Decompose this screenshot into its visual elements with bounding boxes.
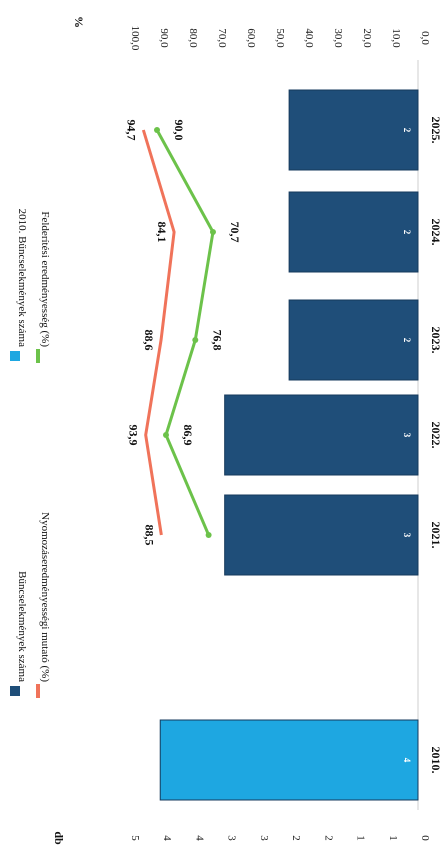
bar-value-label: 3 bbox=[402, 533, 412, 538]
bar bbox=[224, 394, 419, 476]
data-label: 94,7 bbox=[124, 120, 138, 141]
data-label: 93,9 bbox=[127, 425, 141, 446]
right-axis-unit: % bbox=[72, 16, 86, 28]
series-point bbox=[192, 337, 199, 343]
legend-label: Nyomozáseredményességi mutató (%) bbox=[39, 512, 51, 682]
series-line bbox=[155, 129, 215, 536]
left-axis-tick-label: 2 bbox=[322, 835, 334, 841]
bar-value-label: 3 bbox=[402, 433, 412, 438]
legend-swatch bbox=[10, 686, 20, 696]
right-axis-tick-label: 20,0 bbox=[361, 28, 373, 48]
category-label: 2025. bbox=[429, 117, 443, 144]
left-axis-unit: db bbox=[52, 831, 66, 845]
right-axis-tick-label: 30,0 bbox=[332, 28, 344, 48]
data-label: 76,8 bbox=[210, 330, 224, 351]
left-axis-tick-label: 2 bbox=[290, 835, 302, 841]
legend-label: Felderítési eredményesség (%) bbox=[39, 211, 51, 347]
bar bbox=[288, 299, 419, 381]
data-label: 88,6 bbox=[142, 330, 156, 351]
data-label: 84,1 bbox=[155, 222, 169, 243]
left-axis-tick-label: 0 bbox=[419, 835, 431, 841]
data-label: 70,7 bbox=[228, 222, 242, 243]
series-point bbox=[209, 229, 216, 235]
right-axis-tick-label: 90,0 bbox=[158, 28, 170, 48]
right-axis-tick-label: 40,0 bbox=[303, 28, 315, 48]
series-point bbox=[162, 432, 169, 438]
right-axis-tick-label: 0,0 bbox=[419, 31, 431, 45]
category-label: 2023. bbox=[429, 327, 443, 354]
bar-value-label: 2 bbox=[402, 338, 412, 343]
right-axis-tick-label: 50,0 bbox=[274, 28, 286, 48]
data-label: 88,5 bbox=[142, 525, 156, 546]
right-axis-tick-label: 70,0 bbox=[216, 28, 228, 48]
bar bbox=[288, 89, 419, 171]
bar-value-label: 2 bbox=[402, 230, 412, 235]
legend-swatch bbox=[10, 351, 20, 361]
left-axis-tick-label: 4 bbox=[161, 835, 173, 841]
left-axis-tick-label: 5 bbox=[129, 835, 141, 841]
right-axis-tick-label: 80,0 bbox=[187, 28, 199, 48]
category-label: 2010. bbox=[429, 747, 443, 774]
left-axis-tick-label: 3 bbox=[258, 835, 270, 841]
right-axis-tick-label: 100,0 bbox=[129, 26, 141, 51]
category-label: 2022. bbox=[429, 422, 443, 449]
bar-value-label: 4 bbox=[402, 758, 412, 763]
category-label: 2024. bbox=[429, 219, 443, 246]
left-axis-tick-label: 4 bbox=[193, 835, 205, 841]
right-axis-tick-label: 60,0 bbox=[245, 28, 257, 48]
bar bbox=[288, 191, 419, 273]
series-point bbox=[205, 532, 212, 538]
data-label: 90,0 bbox=[172, 120, 186, 141]
bar-value-label: 2 bbox=[402, 128, 412, 133]
legend-label: 2010. Bűncselekmények száma bbox=[16, 209, 28, 347]
bar bbox=[224, 494, 419, 576]
series-point bbox=[154, 127, 160, 133]
left-axis-tick-label: 1 bbox=[387, 835, 399, 841]
bar bbox=[159, 719, 419, 801]
series-line bbox=[141, 129, 176, 536]
legend-label: Bűncselekmények száma bbox=[16, 571, 28, 682]
right-axis-tick-label: 10,0 bbox=[390, 28, 402, 48]
category-label: 2021. bbox=[429, 522, 443, 549]
data-label: 86,9 bbox=[181, 425, 195, 446]
left-axis-tick-label: 1 bbox=[355, 835, 367, 841]
left-axis-tick-label: 3 bbox=[226, 835, 238, 841]
